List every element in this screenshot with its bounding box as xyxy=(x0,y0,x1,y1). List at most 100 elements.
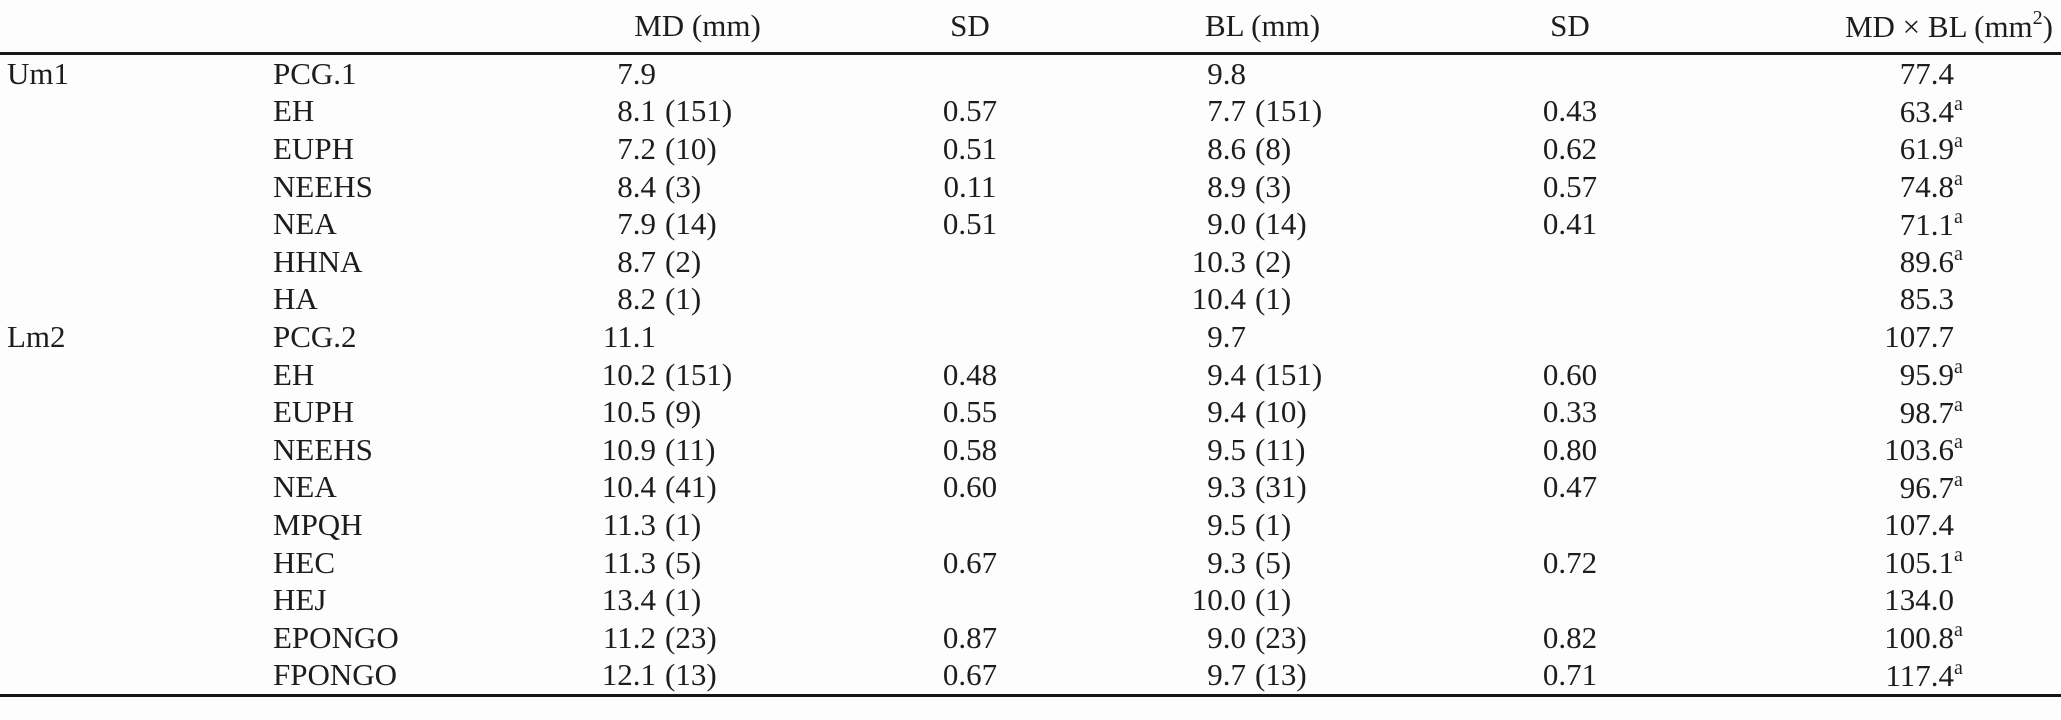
bl-sd-cell xyxy=(1420,581,1720,619)
bl-value-cell: 9.7 xyxy=(1105,318,1420,356)
bl-sd-cell: 0.60 xyxy=(1542,356,1598,392)
md-value-cell: 7.9 xyxy=(560,54,835,93)
bl-sample-count: (1) xyxy=(1255,281,1292,317)
bl-sample-count: (1) xyxy=(1255,582,1292,618)
md-sample-count: (151) xyxy=(665,93,733,129)
md-sd-cell: 0.58 xyxy=(942,431,998,467)
md-sd-cell xyxy=(835,54,1105,93)
md-mean-value: 10.9 xyxy=(601,431,656,467)
md-x-bl-cell: 134.0 xyxy=(1720,581,2061,619)
md-value-cell: 8.7 (2) xyxy=(560,243,835,281)
md-x-bl-label-close: ) xyxy=(2042,9,2053,44)
md-sample-count: (9) xyxy=(665,394,702,430)
md-x-bl-cell: 107.7 xyxy=(1720,318,2061,356)
superscript-a: a xyxy=(1954,243,1963,266)
md-x-bl-value: 89.6 xyxy=(1899,244,1954,280)
bl-value-cell: 9.5 (1) xyxy=(1105,506,1420,544)
superscript-a: a xyxy=(1954,168,1963,191)
md-mean-value: 13.4 xyxy=(601,582,656,618)
bl-sd-cell xyxy=(1420,506,1720,544)
md-sample-count: (11) xyxy=(665,431,716,467)
bl-sample-count: (5) xyxy=(1255,544,1292,580)
table-row: HEJ 13.4 (1) 10.0 (1) 134.0 xyxy=(0,581,2061,619)
superscript-a: a xyxy=(1954,356,1963,379)
md-mean-value: 12.1 xyxy=(601,657,656,693)
md-sample-count: (151) xyxy=(665,356,733,392)
bl-value-cell: 9.0 (14) xyxy=(1105,205,1420,243)
bl-value-cell: 10.4 (1) xyxy=(1105,281,1420,319)
tooth-group-cell xyxy=(0,393,265,431)
md-mean-value: 11.1 xyxy=(602,318,656,354)
bl-mean-value: 7.7 xyxy=(1207,93,1246,129)
table-row: EH 8.1 (151) 0.57 7.7 (151) 0.43 63.4a xyxy=(0,93,2061,131)
sample-cell: NEEHS xyxy=(273,168,373,204)
bl-sample-count: (13) xyxy=(1255,657,1307,693)
md-x-bl-value: 100.8 xyxy=(1884,620,1954,656)
bl-value-cell: 9.4 (10) xyxy=(1105,393,1420,431)
col-header-md-x-bl: MD × BL (mm2) xyxy=(1720,0,2061,54)
md-value-cell: 11.3 (5) xyxy=(560,544,835,582)
md-sample-count: (1) xyxy=(665,582,702,618)
md-sample-count: (10) xyxy=(665,130,717,166)
tooth-group-cell xyxy=(0,431,265,469)
bl-sample-count: (14) xyxy=(1255,206,1307,242)
md-x-bl-cell: 89.6a xyxy=(1720,243,2061,281)
md-x-bl-cell: 77.4 xyxy=(1720,54,2061,93)
sample-cell: EPONGO xyxy=(273,619,399,655)
md-sample-count: (1) xyxy=(665,281,702,317)
col-header-sd1: SD xyxy=(950,8,990,43)
bl-sample-count: (3) xyxy=(1255,168,1292,204)
bl-sample-count: (23) xyxy=(1255,619,1307,655)
superscript-a: a xyxy=(1954,544,1963,567)
md-mean-value: 10.4 xyxy=(601,469,656,505)
md-x-bl-cell: 103.6a xyxy=(1720,431,2061,469)
md-sample-count: (5) xyxy=(665,544,702,580)
md-x-bl-cell: 63.4a xyxy=(1720,93,2061,131)
sample-cell: HEC xyxy=(273,544,335,580)
table-row: NEA 7.9 (14) 0.51 9.0 (14) 0.41 71.1a xyxy=(0,205,2061,243)
superscript-a: a xyxy=(1954,92,1963,115)
bl-mean-value: 9.5 xyxy=(1207,506,1246,542)
sample-cell: EH xyxy=(273,93,315,129)
md-sd-cell xyxy=(835,281,1105,319)
md-value-cell: 10.2 (151) xyxy=(560,356,835,394)
sample-cell: PCG.2 xyxy=(273,318,357,354)
table-header-row: MD (mm) SD BL (mm) SD MD × BL (mm2) xyxy=(0,0,2061,54)
md-value-cell: 8.2 (1) xyxy=(560,281,835,319)
md-x-bl-label: MD × BL (mm xyxy=(1844,9,2033,44)
tooth-group-cell xyxy=(0,544,265,582)
table-row: EUPH 7.2 (10) 0.51 8.6 (8) 0.62 61.9a xyxy=(0,130,2061,168)
md-x-bl-value: 95.9 xyxy=(1899,357,1954,393)
md-sd-cell xyxy=(835,506,1105,544)
md-value-cell: 10.4 (41) xyxy=(560,469,835,507)
md-sample-count: (14) xyxy=(665,206,717,242)
md-mean-value: 11.3 xyxy=(602,506,656,542)
md-x-bl-value: 74.8 xyxy=(1899,169,1954,205)
bl-mean-value: 9.7 xyxy=(1207,657,1246,693)
tooth-group-cell xyxy=(0,281,265,319)
sample-cell: PCG.1 xyxy=(273,55,357,91)
sample-cell: EH xyxy=(273,356,315,392)
bl-value-cell: 9.3 (5) xyxy=(1105,544,1420,582)
md-mean-value: 8.2 xyxy=(617,281,656,317)
tooth-group-cell xyxy=(0,243,265,281)
md-sd-cell: 0.60 xyxy=(942,469,998,505)
bl-sd-cell: 0.82 xyxy=(1542,619,1598,655)
superscript-a: a xyxy=(1954,619,1963,642)
superscript-2: 2 xyxy=(2032,7,2043,29)
col-header-bl: BL (mm) xyxy=(1204,8,1321,43)
table-row: FPONGO 12.1 (13) 0.67 9.7 (13) 0.71 117.4a xyxy=(0,657,2061,696)
md-x-bl-value: 63.4 xyxy=(1899,93,1954,129)
sample-cell: HHNA xyxy=(273,243,363,279)
bl-mean-value: 9.4 xyxy=(1207,394,1246,430)
tooth-group-cell xyxy=(0,130,265,168)
md-sd-cell: 0.67 xyxy=(942,544,998,580)
bl-sd-cell: 0.41 xyxy=(1542,206,1598,242)
tooth-group-cell xyxy=(0,356,265,394)
md-value-cell: 7.2 (10) xyxy=(560,130,835,168)
table-row: HA 8.2 (1) 10.4 (1) 85.3 xyxy=(0,281,2061,319)
md-mean-value: 10.5 xyxy=(601,394,656,430)
md-value-cell: 7.9 (14) xyxy=(560,205,835,243)
col-header-group xyxy=(0,0,265,54)
tooth-group-cell xyxy=(0,657,265,696)
